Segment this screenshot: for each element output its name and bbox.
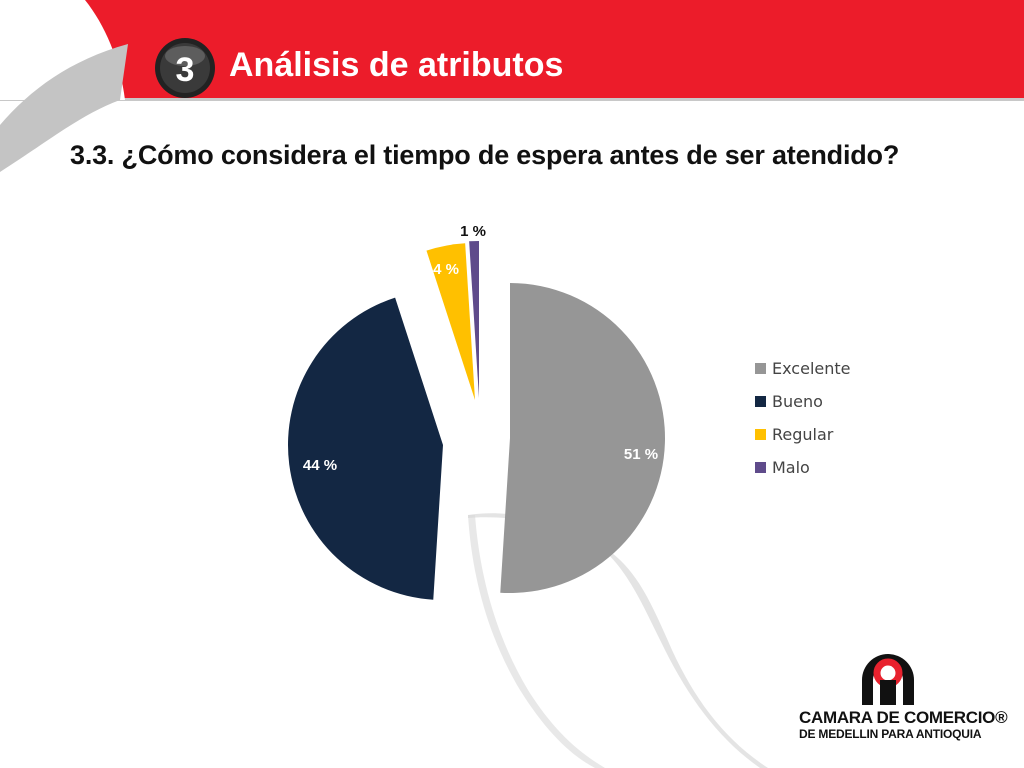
legend-item-excelente: Excelente [755,352,850,385]
pie-slice-bueno [288,297,443,600]
data-label-malo: 1 % [460,223,486,240]
gray-swoosh [0,44,128,172]
legend-swatch-bueno [755,396,766,407]
logo-text-line1: CAMARA DE COMERCIO® [799,708,1008,727]
legend-label-bueno: Bueno [772,392,823,411]
question-title: 3.3. ¿Cómo considera el tiempo de espera… [70,140,900,170]
section-title: Análisis de atributos [229,46,564,84]
logo-mark [862,654,914,705]
section-badge: 3 [155,38,215,98]
pie-slice-malo [469,241,479,398]
pie-slice-excelente [500,283,665,593]
legend-swatch-excelente [755,363,766,374]
section-number: 3 [176,51,195,89]
legend-swatch-regular [755,429,766,440]
logo-pillar [880,680,896,705]
legend-item-malo: Malo [755,451,850,484]
legend-swatch-malo [755,462,766,473]
logo-text-line2: DE MEDELLIN PARA ANTIOQUIA [799,727,982,741]
legend-label-malo: Malo [772,458,810,477]
data-label-bueno: 44 % [303,457,337,474]
legend-label-regular: Regular [772,425,834,444]
header-divider [0,98,1024,101]
chart-legend: Excelente Bueno Regular Malo [755,352,850,484]
data-label-regular: 4 % [433,261,459,278]
badge-shine [165,46,205,66]
pie-slice-regular [426,243,475,400]
legend-label-excelente: Excelente [772,359,851,378]
legend-item-regular: Regular [755,418,850,451]
legend-item-bueno: Bueno [755,385,850,418]
decor-arc-right [468,513,768,768]
data-label-excelente: 51 % [624,446,658,463]
